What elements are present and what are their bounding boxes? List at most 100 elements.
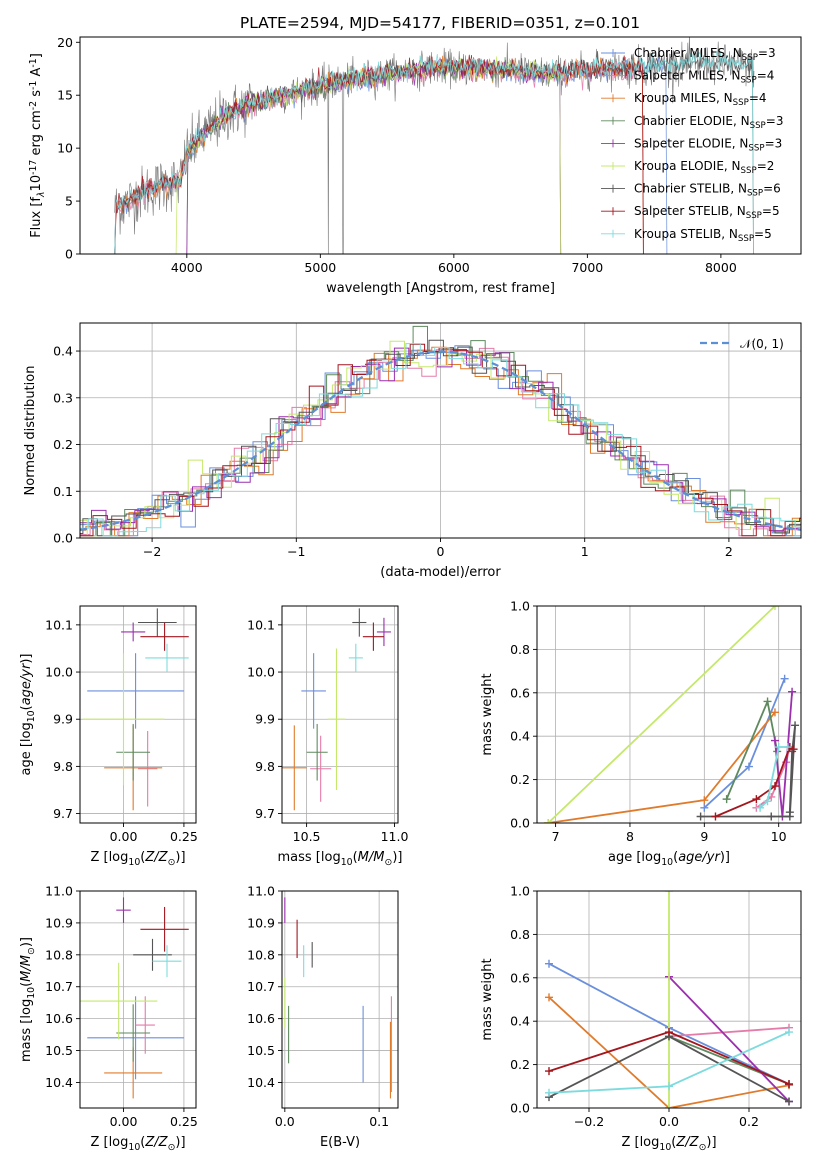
series-point (789, 745, 798, 754)
series-line (668, 1026, 790, 1038)
x-axis-label: age [log10(age/yr)] (608, 850, 730, 868)
y-tick-label: 9.8 (255, 759, 275, 774)
series-line (700, 725, 796, 818)
age-vs-metallicity-panel: 0.00 0.25 9.7 9.8 9.9 10.0 10.1 Z [log10(Z/Z⊙)]… (19, 605, 198, 868)
weight-vs-metallicity-panel: −0.2 0.0 0.2 0.0 0.2 0.4 0.6 0.8 1.0 Z [log10(Z/Z… (480, 884, 802, 1153)
x-tick-label: 6000 (438, 260, 470, 275)
series-point (780, 674, 789, 683)
point-chabrier-elodie (306, 723, 328, 781)
x-tick-label: 1 (581, 544, 589, 559)
x-tick-label: 11.0 (381, 829, 409, 844)
x-tick-label: 7000 (571, 260, 603, 275)
series-point (785, 1028, 793, 1037)
y-axis-label: Normed distribution (23, 366, 38, 496)
point-kroupa-miles (282, 725, 307, 811)
series-kroupa-miles (544, 708, 779, 823)
normal-curve (80, 350, 801, 531)
y-axis-label: mass weight (480, 958, 495, 1040)
x-tick-label: 4000 (171, 260, 203, 275)
y-tick-label: 10.8 (45, 947, 73, 962)
y-tick-label: 0.0 (510, 1101, 530, 1116)
y-tick-label: 10.8 (247, 947, 275, 962)
series-point (722, 795, 731, 804)
y-tick-label: 0.2 (510, 772, 530, 787)
legend-label: Chabrier MILES, NSSP=3 (634, 46, 776, 63)
point-kroupa-stelib (152, 945, 182, 978)
y-tick-label: 9.7 (53, 806, 73, 821)
model-spectrum-chabrier-miles (114, 57, 668, 254)
y-tick-label: 11.0 (247, 884, 275, 899)
y-tick-label: 1.0 (510, 884, 530, 899)
series-point (763, 697, 772, 706)
spectrum-legend: Chabrier MILES, NSSP=3 Salpeter MILES, NS… (601, 46, 783, 244)
model-spectrum-kroupa-stelib (114, 50, 754, 254)
series-point (545, 1067, 553, 1076)
point-chabrier-stelib (133, 938, 172, 971)
x-axis-label: (data-model)/error (380, 565, 501, 580)
legend-label: Chabrier ELODIE, NSSP=3 (634, 114, 783, 131)
series-point (763, 797, 772, 806)
y-tick-label: 0.2 (510, 1057, 530, 1072)
point-salpeter-miles (135, 996, 155, 1054)
point-chabrier-elodie (116, 1004, 151, 1062)
y-tick-label: 9.9 (255, 712, 275, 727)
x-tick-label: 2 (725, 544, 733, 559)
y-tick-label: 9.8 (53, 759, 73, 774)
series-point (545, 959, 553, 968)
histogram-chabrier-stelib (80, 339, 801, 537)
y-tick-label: 0 (65, 247, 73, 262)
y-tick-label: 10.7 (247, 979, 275, 994)
axes-frame (79, 605, 197, 824)
x-tick-label: 5000 (304, 260, 336, 275)
point-salpeter-miles (138, 731, 158, 807)
x-tick-label: 7 (552, 829, 560, 844)
x-tick-label: 0.0 (659, 1114, 679, 1129)
series-point (665, 1104, 673, 1108)
y-tick-label: 10.4 (247, 1075, 275, 1090)
series-kroupa-stelib (756, 743, 792, 812)
point-salpeter-elodie (376, 617, 391, 647)
y-tick-label: 0.4 (510, 729, 530, 744)
y-tick-label: 10 (57, 141, 73, 156)
x-tick-label: 0.00 (110, 829, 138, 844)
y-tick-label: 10.0 (247, 665, 275, 680)
x-tick-label: 10.5 (293, 829, 321, 844)
series-point (791, 721, 800, 730)
y-tick-label: 1.0 (510, 599, 530, 614)
y-tick-label: 0.0 (510, 816, 530, 831)
series-point (774, 743, 783, 752)
series-point (752, 795, 761, 804)
axes-frame (281, 605, 399, 824)
histogram-kroupa-miles (80, 346, 801, 537)
series-kroupa-stelib (545, 1028, 793, 1097)
point-chabrier-miles (87, 996, 184, 1080)
point-chabrier-stelib (138, 608, 177, 637)
weight-vs-age-panel: 7 8 9 10 0.0 0.2 0.4 0.6 0.8 1.0 age [log10(age/yr… (480, 599, 802, 868)
x-tick-label: 0.2 (739, 1114, 759, 1129)
series-line (668, 976, 790, 1103)
y-tick-label: 0.6 (510, 970, 530, 985)
y-tick-label: 15 (57, 88, 73, 103)
spectrum-panel: 4000 5000 6000 7000 8000 0 5 10 15 20 wavelength [… (28, 35, 802, 296)
y-tick-label: 10.7 (45, 979, 73, 994)
series-point (665, 1028, 673, 1037)
point-kroupa-stelib (145, 643, 189, 673)
y-tick-label: 10.6 (247, 1011, 275, 1026)
figure-title: PLATE=2594, MJD=54177, FIBERID=0351, z=0… (240, 14, 640, 32)
axes-frame (79, 36, 802, 255)
point-chabrier-miles (301, 653, 326, 729)
y-tick-label: 0.6 (510, 685, 530, 700)
y-tick-label: 9.9 (53, 712, 73, 727)
y-tick-label: 5 (65, 194, 73, 209)
series-line (759, 746, 788, 809)
mass-vs-extinction-panel: 0.0 0.1 10.4 10.5 10.6 10.7 10.8 10.9 11.0 E(B-V) (247, 884, 399, 1150)
series-point (665, 891, 673, 895)
x-axis-label: wavelength [Angstrom, rest frame] (326, 281, 555, 296)
point-chabrier-stelib (352, 608, 367, 637)
series-point (545, 1088, 553, 1097)
y-tick-label: 0.8 (510, 927, 530, 942)
series-point (711, 812, 720, 821)
residuals-legend: 𝒩(0, 1) (700, 337, 784, 351)
x-tick-label: −1 (287, 544, 305, 559)
